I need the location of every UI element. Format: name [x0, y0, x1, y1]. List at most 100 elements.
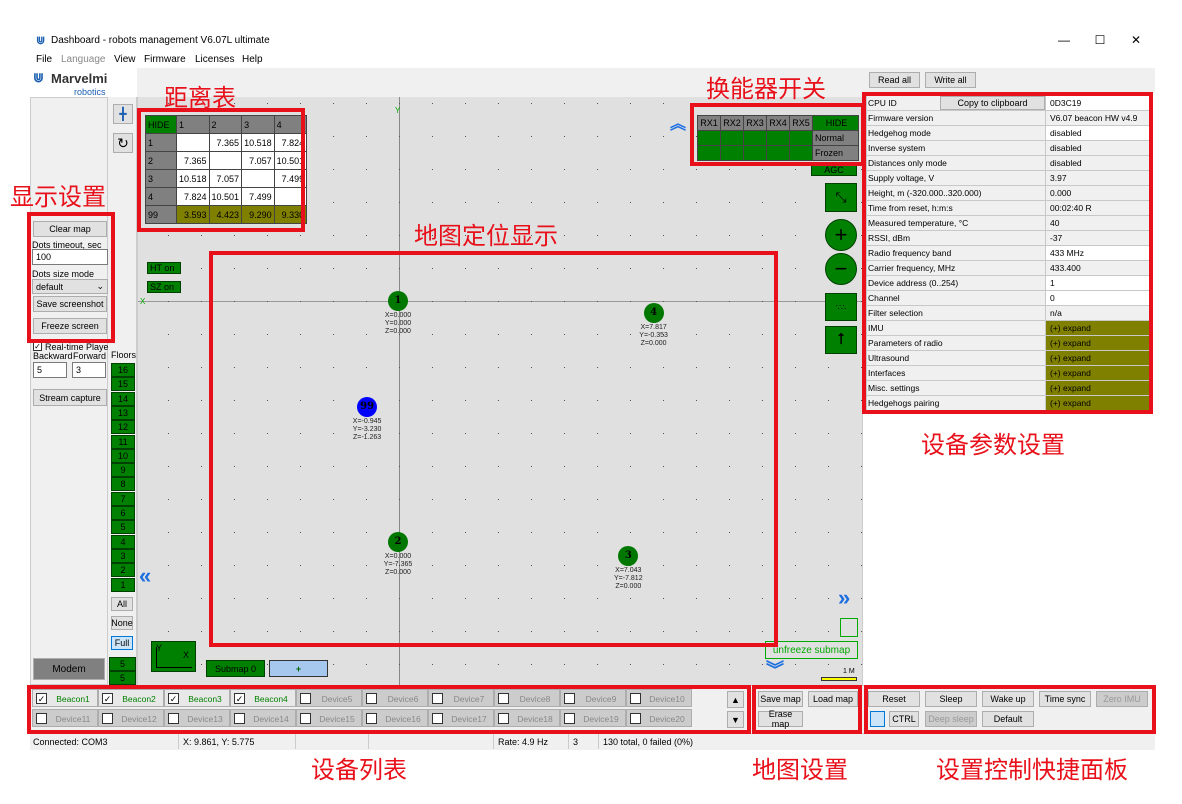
rotate-icon[interactable]: ↻	[113, 133, 133, 153]
device-checkbox[interactable]	[564, 713, 575, 724]
rx-header[interactable]: RX5	[789, 115, 813, 131]
device-checkbox[interactable]	[168, 713, 179, 724]
fit-to-screen-icon[interactable]: ⤡	[825, 183, 857, 212]
device-item[interactable]: Device11	[32, 709, 98, 727]
device-checkbox[interactable]	[366, 693, 377, 704]
sz-on-button[interactable]: SZ on	[147, 281, 181, 293]
device-item[interactable]: Device12	[98, 709, 164, 727]
unfreeze-submap-button[interactable]: unfreeze submap	[765, 641, 858, 659]
write-all-button[interactable]: Write all	[925, 72, 976, 88]
wake-up-button[interactable]: Wake up	[982, 691, 1034, 707]
distance-hide-button[interactable]: HIDE	[145, 115, 177, 134]
device-item[interactable]: ✓ Beacon4	[230, 689, 296, 707]
device-item[interactable]: Device19	[560, 709, 626, 727]
floor-12-button[interactable]: 12	[111, 420, 135, 435]
floor-15-button[interactable]: 15	[111, 377, 135, 392]
device-item[interactable]: Device17	[428, 709, 494, 727]
realtime-checkbox[interactable]: ✓	[33, 342, 42, 351]
floors-none-button[interactable]: None	[111, 616, 133, 630]
device-checkbox[interactable]	[630, 693, 641, 704]
submap-button[interactable]: Submap 0	[206, 660, 265, 677]
param-value[interactable]: (+) expand	[1045, 335, 1150, 351]
floor-1-button[interactable]: 1	[111, 577, 135, 592]
sleep-button[interactable]: Sleep	[925, 691, 977, 707]
floor-13-button[interactable]: 13	[111, 405, 135, 420]
floor-7-button[interactable]: 7	[111, 491, 135, 506]
rx-header[interactable]: RX4	[766, 115, 790, 131]
device-checkbox[interactable]: ✓	[168, 693, 179, 704]
scroll-left-icon[interactable]: «	[139, 563, 152, 588]
device-item[interactable]: ✓ Beacon1	[32, 689, 98, 707]
param-value[interactable]: 00:02:40 R	[1045, 200, 1150, 216]
device-checkbox[interactable]	[102, 713, 113, 724]
floor-4-button[interactable]: 4	[111, 534, 135, 549]
arrow-up-icon[interactable]: ⭡	[825, 326, 857, 354]
menu-view[interactable]: View	[114, 54, 136, 65]
beacon-marker[interactable]: 1	[388, 291, 408, 311]
scroll-down-button[interactable]: ▼	[727, 711, 744, 728]
forward-input[interactable]: 3	[72, 362, 106, 378]
device-item[interactable]: Device7	[428, 689, 494, 707]
device-item[interactable]: Device5	[296, 689, 362, 707]
device-item[interactable]: Device16	[362, 709, 428, 727]
rx-hide-button[interactable]: HIDE	[812, 115, 859, 131]
floor-11-button[interactable]: 11	[111, 434, 135, 449]
rx-header[interactable]: RX3	[743, 115, 767, 131]
beacon-marker[interactable]: 3	[618, 546, 639, 567]
floor-14-button[interactable]: 14	[111, 391, 135, 406]
device-item[interactable]: Device18	[494, 709, 560, 727]
axis-orientation-icon[interactable]: Y X	[151, 641, 196, 672]
rx-frozen-toggle[interactable]	[720, 145, 744, 161]
param-value[interactable]: 40	[1045, 215, 1150, 231]
device-checkbox[interactable]	[432, 713, 443, 724]
device-checkbox[interactable]	[300, 693, 311, 704]
floor-8-button[interactable]: 8	[111, 477, 135, 492]
points-icon[interactable]: ∵∴	[825, 293, 857, 321]
floor-3-button[interactable]: 3	[111, 548, 135, 563]
minimize-button[interactable]: —	[1058, 33, 1070, 47]
zoom-in-icon[interactable]: +	[825, 219, 857, 251]
close-button[interactable]: ✕	[1130, 33, 1142, 47]
device-item[interactable]: Device8	[494, 689, 560, 707]
stream-capture-button[interactable]: Stream capture	[33, 389, 107, 406]
save-map-button[interactable]: Save map	[758, 691, 803, 707]
menu-licenses[interactable]: Licenses	[195, 54, 235, 65]
scroll-down-icon[interactable]: ︾	[766, 660, 784, 680]
device-checkbox[interactable]	[234, 713, 245, 724]
device-checkbox[interactable]	[564, 693, 575, 704]
scroll-right-icon[interactable]: »	[838, 585, 851, 610]
menu-firmware[interactable]: Firmware	[144, 54, 186, 65]
device-checkbox[interactable]: ✓	[102, 693, 113, 704]
beacon-marker[interactable]: 2	[388, 531, 408, 552]
param-value[interactable]: 433 MHz	[1045, 245, 1150, 261]
device-item[interactable]: Device14	[230, 709, 296, 727]
zoom-out-icon[interactable]: −	[825, 253, 857, 285]
param-value[interactable]: 3.97	[1045, 170, 1150, 186]
maximize-button[interactable]: ☐	[1094, 33, 1106, 47]
device-item[interactable]: Device9	[560, 689, 626, 707]
add-submap-button[interactable]: +	[269, 660, 328, 677]
backward-input[interactable]: 5	[33, 362, 67, 378]
param-value[interactable]: 433.400	[1045, 260, 1150, 276]
ctrl-indicator[interactable]	[870, 711, 885, 727]
axis-tool-icon[interactable]: ╋	[113, 104, 133, 124]
device-item[interactable]: ✓ Beacon2	[98, 689, 164, 707]
device-item[interactable]: Device13	[164, 709, 230, 727]
load-map-button[interactable]: Load map	[808, 691, 858, 707]
param-value[interactable]: 0D3C19	[1045, 95, 1150, 111]
device-item[interactable]: Device6	[362, 689, 428, 707]
floor-2-button[interactable]: 2	[111, 563, 135, 578]
device-checkbox[interactable]	[432, 693, 443, 704]
rx-frozen-toggle[interactable]	[743, 145, 767, 161]
device-checkbox[interactable]: ✓	[36, 693, 47, 704]
device-checkbox[interactable]	[366, 713, 377, 724]
device-checkbox[interactable]	[498, 713, 509, 724]
save-screenshot-button[interactable]: Save screenshot	[33, 296, 107, 312]
ctrl-button[interactable]: CTRL	[889, 711, 919, 727]
device-checkbox[interactable]	[498, 693, 509, 704]
floors-all-button[interactable]: All	[111, 597, 133, 611]
scroll-up-button[interactable]: ▲	[727, 691, 744, 708]
device-checkbox[interactable]	[300, 713, 311, 724]
read-all-button[interactable]: Read all	[869, 72, 920, 88]
ht-on-button[interactable]: HT on	[147, 262, 181, 274]
